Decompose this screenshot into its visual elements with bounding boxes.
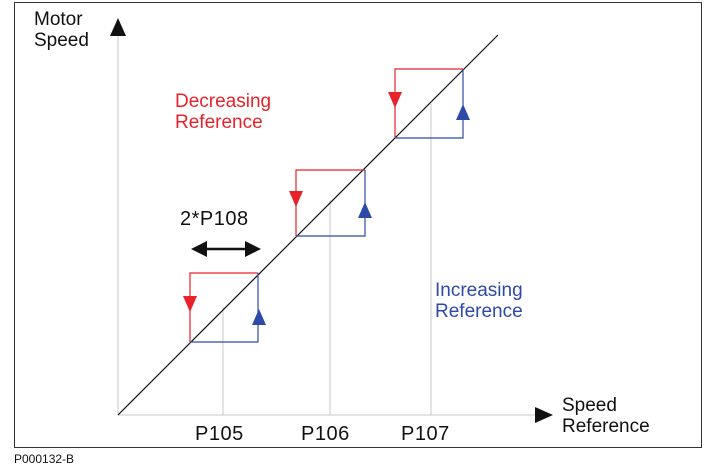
decreasing-step-1 [190, 273, 258, 342]
increasing-arrow-icon [252, 309, 266, 325]
double-arrow-right-icon [245, 241, 261, 257]
x-axis-label-line: Speed [562, 395, 650, 416]
increasing-arrow-icon [456, 104, 470, 120]
increasing-label-line: Increasing [435, 280, 523, 301]
tick-label-p105: P105 [195, 423, 244, 445]
y-axis-arrow-icon [110, 18, 126, 36]
x-axis-label: Speed Reference [562, 395, 650, 438]
increasing-step-1 [190, 273, 258, 342]
x-axis-arrow-icon [535, 407, 553, 423]
decreasing-arrow-icon [183, 296, 197, 312]
decreasing-reference-label: Decreasing Reference [175, 91, 271, 134]
hysteresis-label: 2*P108 [180, 208, 249, 230]
double-arrow-left-icon [191, 241, 207, 257]
increasing-arrow-icon [358, 202, 372, 218]
x-axis-label-line: Reference [562, 416, 650, 437]
y-axis-label-line: Motor [34, 9, 89, 30]
tick-label-p107: P107 [401, 423, 450, 445]
figure-code: P000132-B [14, 453, 74, 466]
tick-label-p106: P106 [301, 423, 350, 445]
decreasing-arrow-icon [289, 191, 303, 207]
y-axis-label-line: Speed [34, 30, 89, 51]
decreasing-label-line: Reference [175, 112, 271, 133]
increasing-label-line: Reference [435, 301, 523, 322]
decreasing-label-line: Decreasing [175, 91, 271, 112]
decreasing-arrow-icon [388, 92, 402, 108]
increasing-reference-label: Increasing Reference [435, 280, 523, 323]
y-axis-label: Motor Speed [34, 9, 89, 52]
